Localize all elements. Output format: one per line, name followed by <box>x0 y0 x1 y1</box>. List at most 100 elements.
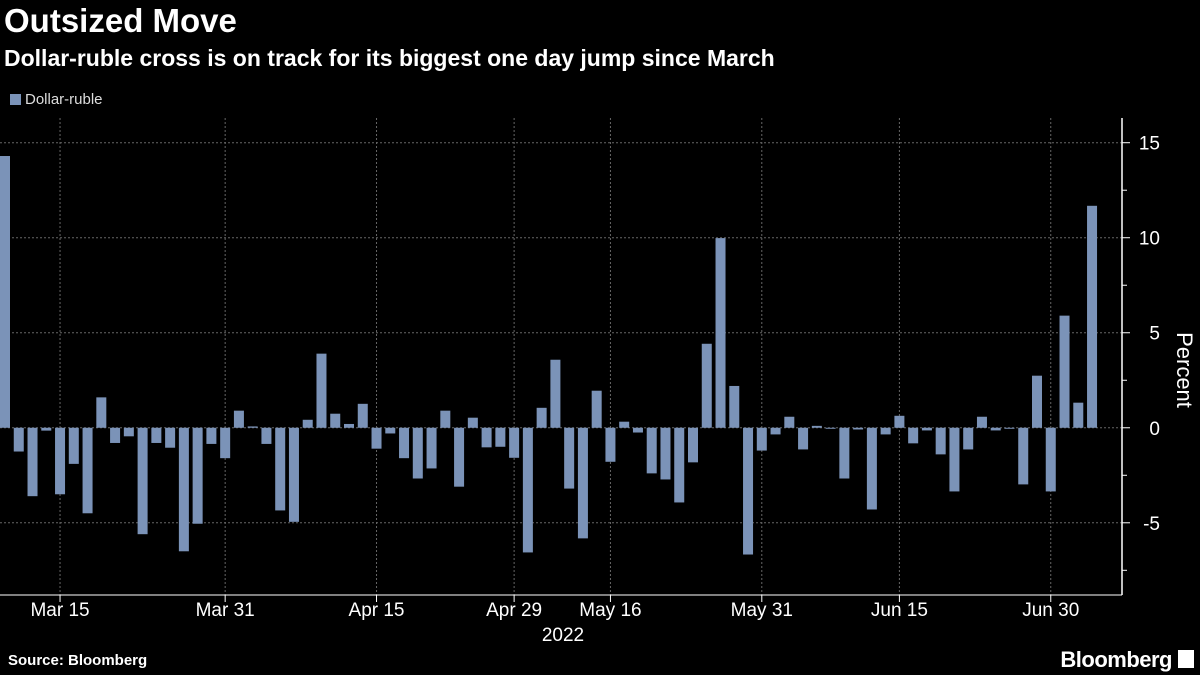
x-axis-year: 2022 <box>542 625 584 646</box>
bar-2022-03-29 <box>192 427 203 524</box>
bloomberg-logo: Bloomberg <box>1060 647 1172 672</box>
bar-2022-03-11 <box>27 427 38 497</box>
y-tick-label: -5 <box>1143 514 1160 535</box>
x-tick-label: Jun 30 <box>1022 600 1079 621</box>
legend-label: Dollar-ruble <box>25 91 103 108</box>
x-tick-label: May 31 <box>731 600 793 621</box>
bar-2022-06-21 <box>949 427 960 492</box>
bar-2022-06-15 <box>894 415 905 428</box>
y-tick-label: 15 <box>1139 134 1160 155</box>
bar-2022-06-27 <box>1004 427 1015 429</box>
bar-2022-05-30 <box>743 427 754 555</box>
bar-2022-06-09 <box>853 427 864 430</box>
chart-subtitle: Dollar-ruble cross is on track for its b… <box>4 45 775 71</box>
bar-2022-04-29 <box>509 427 520 458</box>
bar-2022-04-11 <box>316 353 327 428</box>
bar-2022-04-28 <box>495 427 506 447</box>
bar-2022-03-31 <box>220 427 231 459</box>
bar-2022-03-30 <box>206 427 217 444</box>
bar-2022-04-20 <box>412 427 423 479</box>
x-tick-label: Apr 15 <box>349 600 405 621</box>
x-tick-label: May 16 <box>579 600 641 621</box>
bar-2022-04-25 <box>454 427 465 487</box>
bar-2022-06-14 <box>880 427 891 435</box>
bar-2022-04-13 <box>344 423 354 428</box>
bar-2022-04-18 <box>385 427 396 434</box>
bar-2022-06-03 <box>798 427 809 450</box>
bar-2022-06-10 <box>866 427 877 510</box>
bar-2022-05-18 <box>632 427 643 433</box>
bar-2022-05-13 <box>591 390 602 428</box>
bar-2022-03-22 <box>123 427 134 437</box>
bar-2022-05-19 <box>646 427 657 474</box>
bar-2022-05-23 <box>674 427 685 503</box>
bar-2022-03-24 <box>151 427 162 443</box>
bar-2022-05-05 <box>536 407 547 428</box>
bar-2022-04-05 <box>261 427 272 444</box>
legend-swatch <box>10 94 21 105</box>
bar-2022-05-31 <box>756 427 767 451</box>
bar-2022-06-28 <box>1018 427 1029 485</box>
bar-2022-05-11 <box>564 427 575 489</box>
bar-2022-04-15 <box>371 427 382 449</box>
bar-2022-03-23 <box>137 427 148 535</box>
bar-2022-04-06 <box>275 427 286 511</box>
bar-2022-06-02 <box>784 416 795 428</box>
bar-2022-03-17 <box>82 427 93 514</box>
x-tick-label: Apr 29 <box>486 600 542 621</box>
chart-title: Outsized Move <box>4 2 237 39</box>
bar-2022-05-25 <box>701 343 712 428</box>
bar-2022-04-08 <box>302 419 313 428</box>
bar-2022-07-01 <box>1059 315 1070 428</box>
bar-2022-04-07 <box>288 427 299 522</box>
bar-2022-04-22 <box>440 410 451 428</box>
bar-2022-05-27 <box>729 385 740 428</box>
bar-2022-06-30 <box>1045 427 1056 492</box>
bar-2022-07-05 <box>1087 205 1098 428</box>
bar-2022-05-04 <box>522 427 533 553</box>
bar-2022-03-15 <box>55 427 66 495</box>
bar-2022-05-24 <box>688 427 698 463</box>
bar-2022-06-16 <box>908 427 919 444</box>
bar-2022-04-12 <box>330 413 341 428</box>
bar-2022-03-28 <box>178 427 189 552</box>
bar-2022-04-26 <box>467 417 478 428</box>
bar-2022-04-01 <box>233 410 244 428</box>
bar-2022-06-06 <box>811 425 822 428</box>
bar-2022-06-08 <box>839 427 850 479</box>
bar-2022-06-29 <box>1032 375 1042 428</box>
x-tick-label: Mar 15 <box>30 600 89 621</box>
bar-2022-05-17 <box>619 421 630 428</box>
bar-2022-03-25 <box>165 427 176 448</box>
bar-2022-07-04 <box>1073 402 1084 428</box>
bar-2022-06-24 <box>990 427 1001 431</box>
bar-2022-05-16 <box>605 427 616 462</box>
bar-2022-04-27 <box>481 427 492 448</box>
bar-2022-06-23 <box>976 416 987 428</box>
bar-2022-03-10 <box>13 427 24 452</box>
bar-2022-03-18 <box>96 397 107 428</box>
source-note: Source: Bloomberg <box>8 652 148 669</box>
y-tick-label: 0 <box>1149 419 1160 440</box>
bar-2022-06-07 <box>825 427 836 429</box>
x-tick-label: Mar 31 <box>196 600 255 621</box>
bar-2022-06-17 <box>921 427 932 431</box>
bar-2022-05-20 <box>660 427 671 480</box>
bar-2022-03-09 <box>0 156 10 428</box>
bar-2022-03-16 <box>68 427 79 464</box>
legend: Dollar-ruble <box>10 91 103 108</box>
bar-2022-06-20 <box>935 427 946 455</box>
bloomberg-terminal-icon <box>1178 650 1194 668</box>
y-tick-label: 5 <box>1149 324 1160 345</box>
bar-2022-06-01 <box>770 427 781 435</box>
bar-2022-05-12 <box>577 427 588 539</box>
y-tick-label: 10 <box>1139 229 1160 250</box>
x-tick-label: Jun 15 <box>871 600 928 621</box>
bar-2022-04-14 <box>357 403 368 428</box>
bar-2022-04-04 <box>247 426 258 428</box>
y-axis-label: Percent <box>1172 332 1197 408</box>
bar-2022-06-22 <box>963 427 974 450</box>
bar-2022-04-19 <box>399 427 410 459</box>
bar-2022-03-21 <box>110 427 121 443</box>
